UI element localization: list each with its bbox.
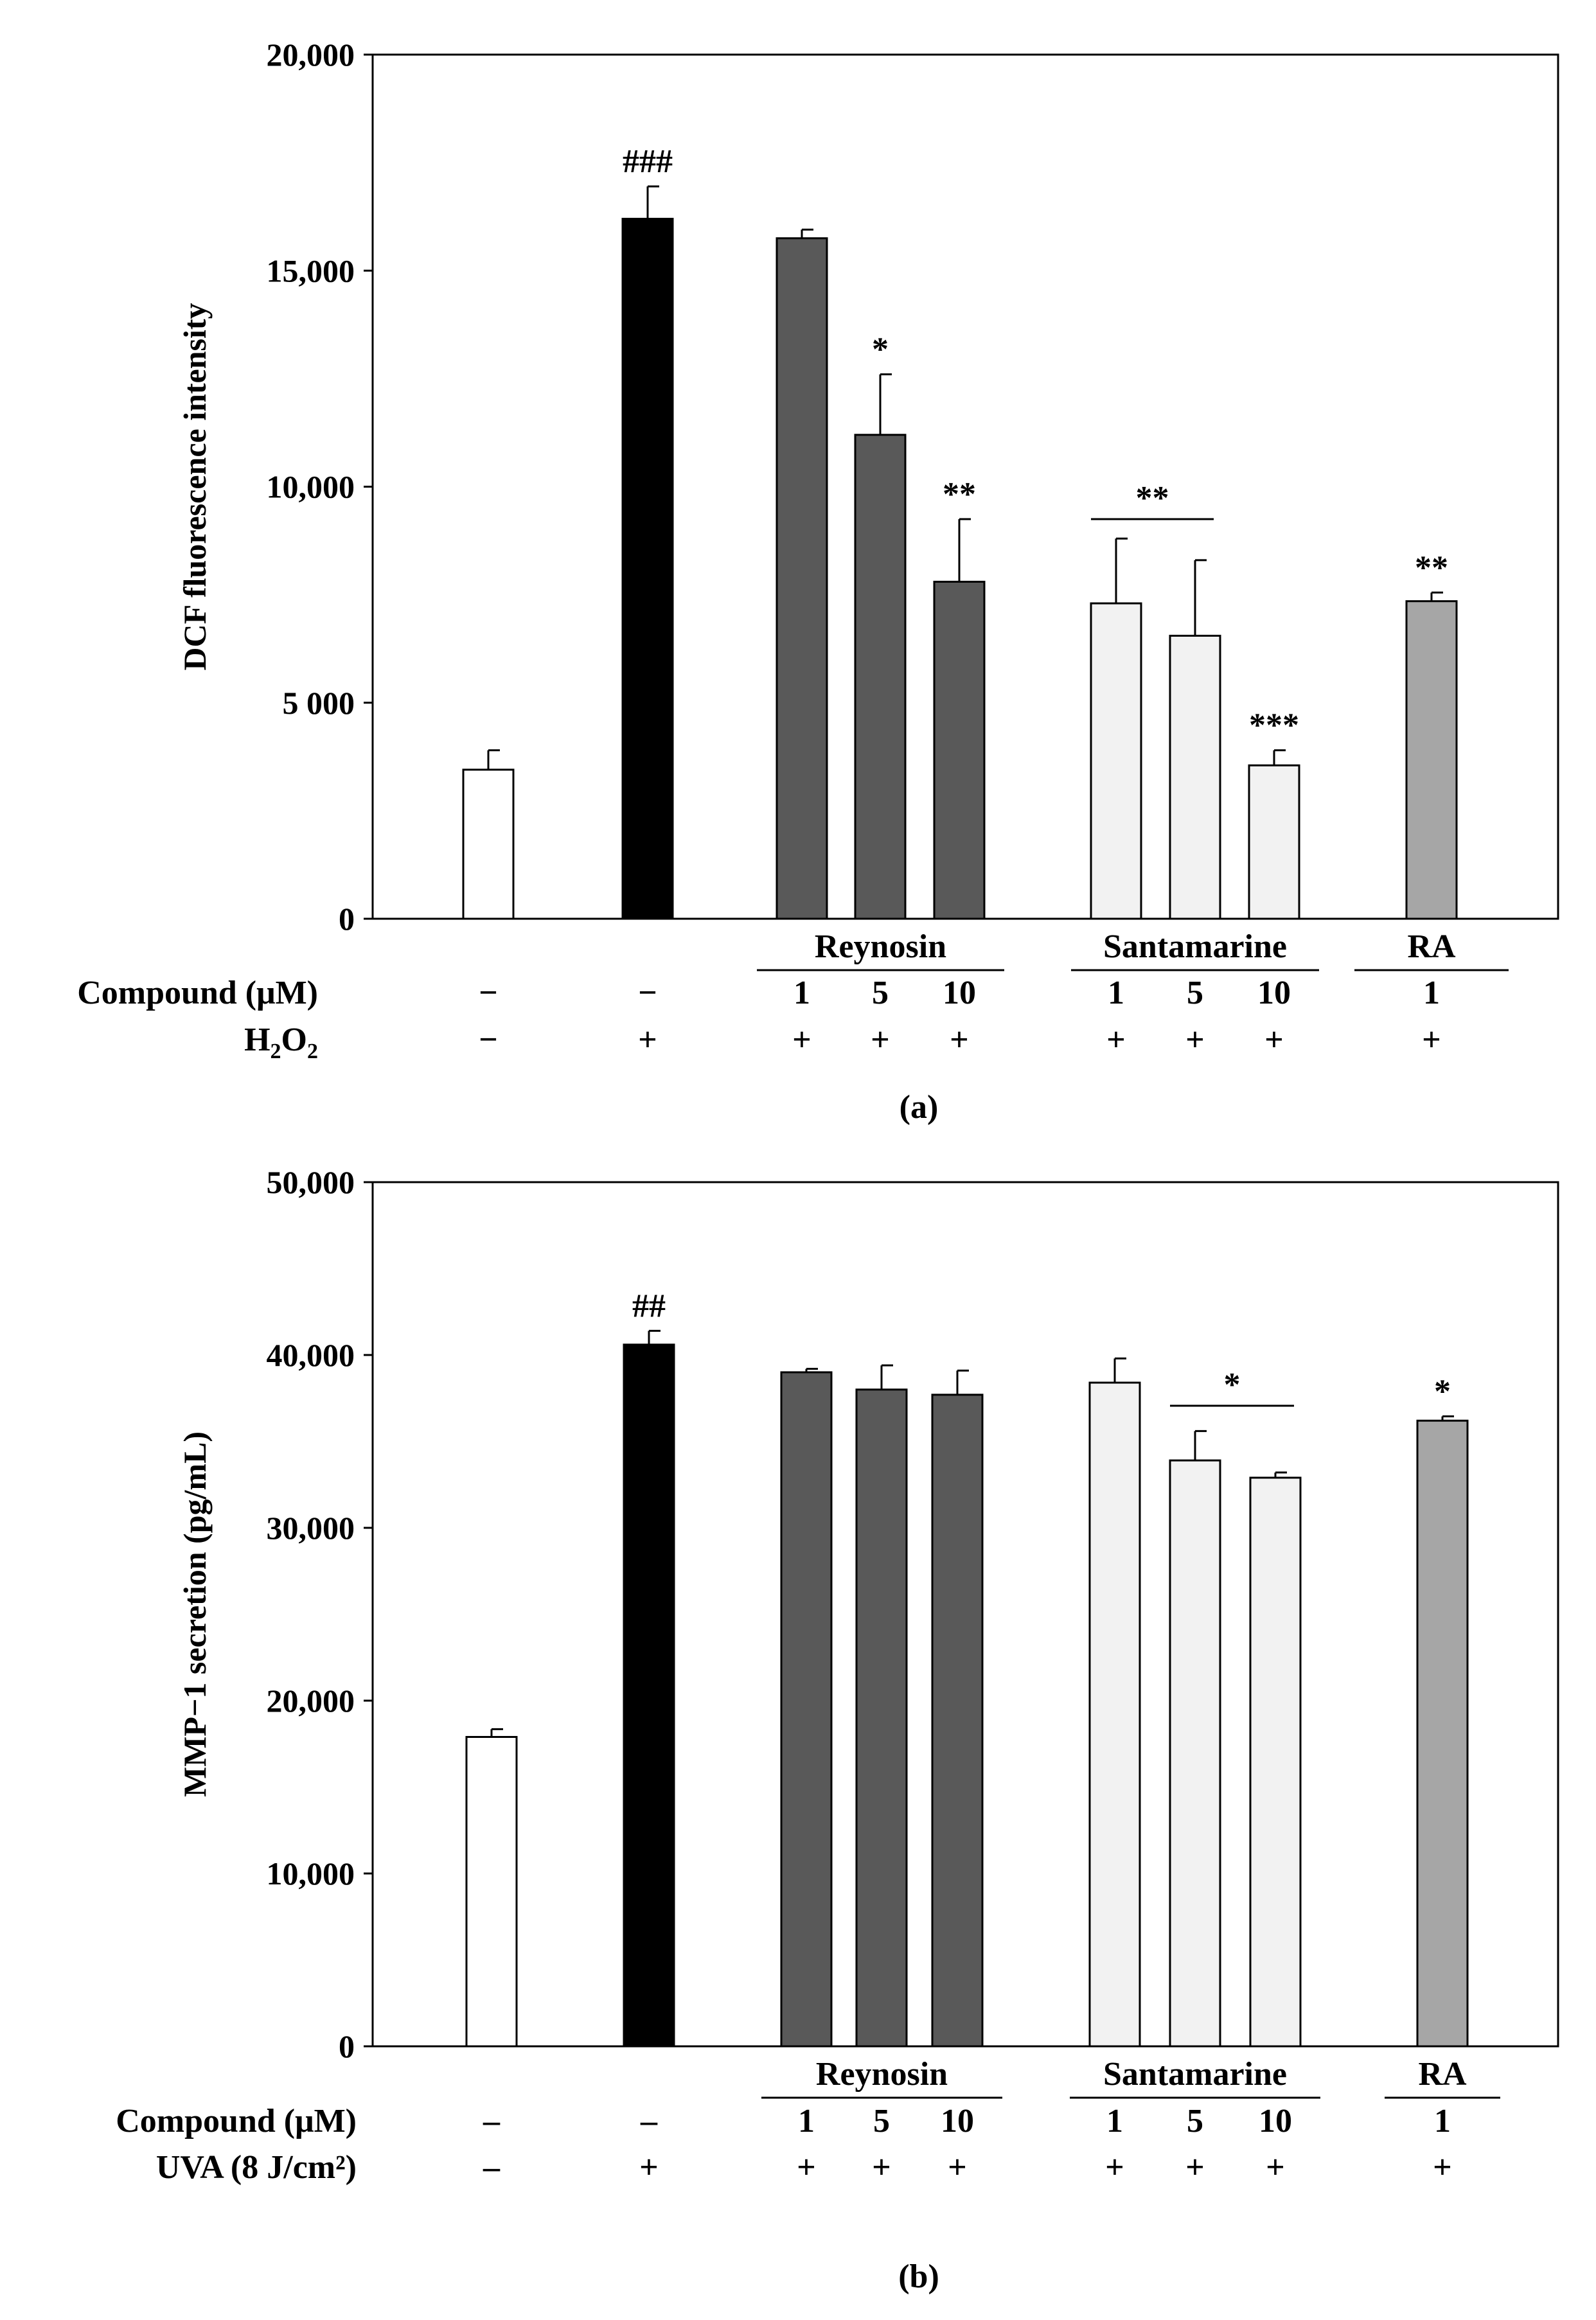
row-value: 10 — [941, 2103, 974, 2139]
significance-label: ** — [1136, 480, 1169, 517]
y-tick-label: 20,000 — [267, 37, 355, 73]
row-value: 5 — [873, 2103, 890, 2139]
bar — [931, 1394, 984, 2048]
row-value: + — [1106, 1022, 1126, 1058]
bar — [623, 1343, 675, 2048]
row-label-subscript: 2 — [270, 1040, 281, 1063]
row-value: + — [872, 2149, 891, 2186]
bar — [1169, 1459, 1221, 2048]
row-label-part: O — [281, 1022, 307, 1058]
row-value: − — [638, 975, 657, 1011]
row-value: + — [792, 1022, 811, 1058]
row-value: − — [479, 975, 498, 1011]
y-axis-label: DCF fluorescence intensity — [177, 303, 213, 670]
row-value: + — [639, 2149, 659, 2186]
row-value: − — [479, 1022, 498, 1058]
bar — [855, 1388, 908, 2048]
chart-panel-a: 0 5 000 10,000 15,000 20,000 DCF fluorescence… — [77, 37, 1559, 1126]
row-value: 10 — [1257, 975, 1291, 1011]
row-value: 5 — [1187, 975, 1203, 1011]
row-value: + — [1185, 1022, 1205, 1058]
row-value: 10 — [943, 975, 976, 1011]
bar — [1249, 1476, 1302, 2048]
group-label: Santamarine — [1103, 928, 1287, 965]
row-value: 1 — [1423, 975, 1440, 1011]
row-value: 1 — [1106, 2103, 1123, 2139]
significance-label: * — [1224, 1367, 1241, 1403]
significance-label: ## — [632, 1288, 666, 1324]
row-value: – — [483, 2103, 501, 2139]
row-label: UVA (8 J/cm²) — [156, 2149, 357, 2186]
y-tick-label: 30,000 — [267, 1510, 355, 1546]
y-tick-label: 50,000 — [267, 1164, 355, 1200]
y-tick-label: 20,000 — [267, 1683, 355, 1719]
bar — [1088, 1381, 1141, 2048]
bar — [462, 768, 515, 920]
bar — [1169, 635, 1221, 920]
row-value: + — [1422, 1022, 1441, 1058]
y-tick-label: 15,000 — [267, 252, 355, 288]
row-value: + — [1185, 2149, 1205, 2186]
row-value: – — [640, 2103, 658, 2139]
bar — [933, 580, 986, 920]
bar — [780, 1371, 833, 2048]
group-label: RA — [1407, 928, 1456, 965]
row-value: 1 — [1108, 975, 1124, 1011]
row-value: 1 — [798, 2103, 815, 2139]
group-label: Reynosin — [815, 928, 946, 965]
group-label: Santamarine — [1103, 2056, 1287, 2093]
row-value: + — [1266, 2149, 1285, 2186]
significance-label: ** — [1415, 549, 1448, 586]
bar — [1248, 764, 1300, 920]
row-label-part: H — [244, 1022, 270, 1058]
row-value: + — [1105, 2149, 1124, 2186]
row-value: + — [871, 1022, 890, 1058]
y-tick-label: 40,000 — [267, 1337, 355, 1373]
row-value: + — [1433, 2149, 1452, 2186]
significance-label: *** — [1249, 707, 1299, 744]
bar — [1405, 600, 1458, 920]
significance-label: * — [872, 332, 889, 368]
row-value: 5 — [872, 975, 889, 1011]
bar — [621, 218, 674, 920]
y-axis-label: MMP−1 secretion (pg/mL) — [177, 1431, 213, 1797]
row-value: + — [1264, 1022, 1284, 1058]
row-label: Compound (μM) — [116, 2103, 357, 2139]
row-label: Compound (μM) — [77, 975, 318, 1011]
y-tick-label: 0 — [339, 2028, 355, 2064]
row-value: + — [950, 1022, 969, 1058]
significance-label: ### — [623, 143, 673, 180]
bar — [465, 1735, 518, 2048]
row-value: 1 — [1434, 2103, 1451, 2139]
bar — [776, 237, 828, 920]
y-tick-label: 10,000 — [267, 469, 355, 505]
bar — [1090, 602, 1142, 920]
group-label: Reynosin — [816, 2056, 948, 2093]
chart-panel-b: 0 10,000 20,000 30,000 40,000 50,000 MMP−1 sec… — [116, 1164, 1559, 2295]
bar — [1416, 1419, 1469, 2048]
panel-label: (a) — [900, 1089, 939, 1126]
significance-label: ** — [943, 476, 976, 513]
row-value: – — [483, 2149, 501, 2186]
y-tick-label: 5 000 — [283, 685, 355, 721]
significance-label: * — [1434, 1373, 1451, 1410]
bar — [854, 434, 907, 920]
y-tick-label: 0 — [339, 901, 355, 937]
panel-label: (b) — [898, 2258, 939, 2295]
row-value: + — [797, 2149, 816, 2186]
row-label: H2O2 — [244, 1022, 318, 1063]
row-value: + — [638, 1022, 657, 1058]
row-value: + — [948, 2149, 967, 2186]
row-value: 5 — [1187, 2103, 1203, 2139]
group-label: RA — [1418, 2056, 1467, 2093]
row-value: 10 — [1259, 2103, 1292, 2139]
y-tick-label: 10,000 — [267, 1855, 355, 1891]
row-value: 1 — [794, 975, 810, 1011]
row-label-subscript: 2 — [307, 1040, 318, 1063]
